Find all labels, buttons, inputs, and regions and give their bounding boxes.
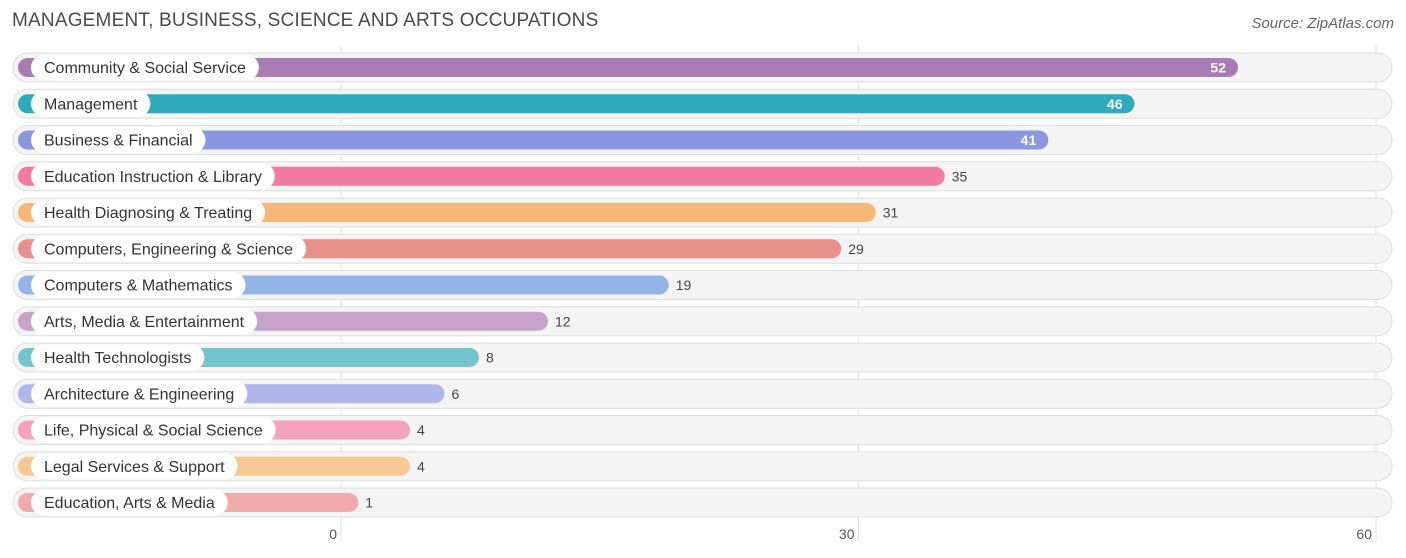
value-label: 6 [452,386,460,402]
chart-title: MANAGEMENT, BUSINESS, SCIENCE AND ARTS O… [12,10,599,31]
category-label: Arts, Media & Entertainment [44,314,245,331]
value-label: 46 [1107,96,1123,112]
category-label: Management [44,96,138,113]
category-label-pill [31,163,275,190]
category-label-pill [31,380,248,407]
category-label-pill [31,272,246,298]
bar[interactable] [18,58,1238,77]
category-label: Computers, Engineering & Science [44,241,293,258]
row-background [12,487,1393,518]
source-label: Source: ZipAtlas.com [1251,15,1394,32]
category-label-pill [31,199,266,226]
category-label: Life, Physical & Social Science [44,423,263,440]
value-label: 29 [848,241,864,257]
category-label: Legal Services & Support [44,459,225,476]
category-label-pill [31,453,238,480]
category-label: Business & Financial [44,133,193,150]
category-label: Education Instruction & Library [44,169,262,186]
category-label: Architecture & Engineering [44,386,234,403]
category-label-pill [31,235,307,262]
x-tick-label: 0 [329,526,337,542]
bar[interactable] [18,130,1049,150]
value-label: 4 [417,422,425,438]
value-label: 8 [486,350,494,366]
category-label: Computers & Mathematics [44,278,233,295]
category-label: Health Technologists [44,350,191,367]
category-label-pill [31,90,151,117]
value-label: 41 [1021,132,1037,148]
value-label: 19 [676,277,692,293]
value-label: 35 [952,168,968,184]
category-label-pill [31,127,206,153]
category-label-pill [31,489,228,516]
category-label-pill [31,344,205,371]
x-tick-label: 30 [839,526,855,542]
category-label-pill [31,417,276,443]
value-label: 1 [365,495,373,511]
value-label: 12 [555,313,571,329]
value-label: 52 [1210,60,1226,76]
x-tick-label: 60 [1356,526,1372,542]
value-label: 31 [883,205,899,221]
category-label: Health Diagnosing & Treating [44,205,252,222]
value-label: 4 [417,458,425,474]
category-label: Education, Arts & Media [44,495,215,512]
category-label-pill [31,308,258,335]
bar[interactable] [18,94,1135,114]
category-label-pill [31,54,259,81]
category-label: Community & Social Service [44,60,246,77]
